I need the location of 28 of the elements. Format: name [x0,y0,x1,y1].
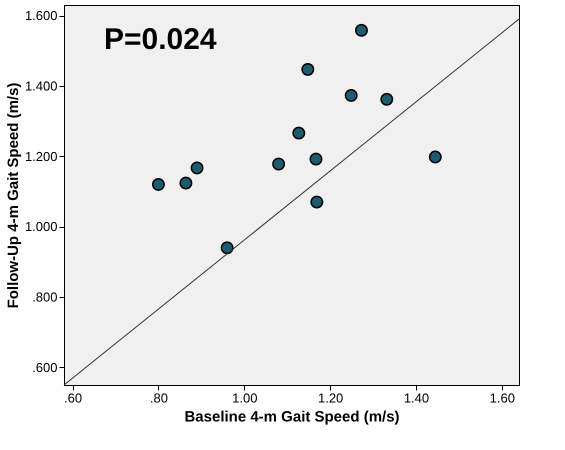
x-tick-label: .80 [150,390,168,406]
x-tick-label: 1.60 [490,390,515,406]
y-tick-label: .600 [32,360,58,375]
point [310,196,324,208]
point [152,178,165,191]
x-tick-label: .60 [64,390,82,406]
y-tick-label: 1.200 [24,148,58,164]
point [190,161,204,174]
point [220,241,234,254]
point [292,126,306,140]
y-tick-label: 1.600 [24,8,58,24]
x-axis-title: Baseline 4-m Gait Speed (m/s) [184,408,400,426]
y-tick-label: .800 [32,290,58,305]
y-tick-label: 1.000 [24,219,58,234]
point [179,176,192,190]
point [355,24,368,37]
x-tick-label: 1.00 [232,390,258,406]
point [428,150,442,164]
point [380,92,394,106]
point [344,88,358,102]
x-tick-label: 1.40 [404,390,430,406]
annotation: P=0.024 [104,23,217,56]
point [310,152,322,166]
y-axis-title: Follow-Up 4-m Gait Speed (m/s) [4,82,22,308]
point [301,62,314,76]
x-tick-label: 1.20 [318,390,344,406]
y-tick-label: 1.400 [24,78,58,94]
point [272,158,286,170]
